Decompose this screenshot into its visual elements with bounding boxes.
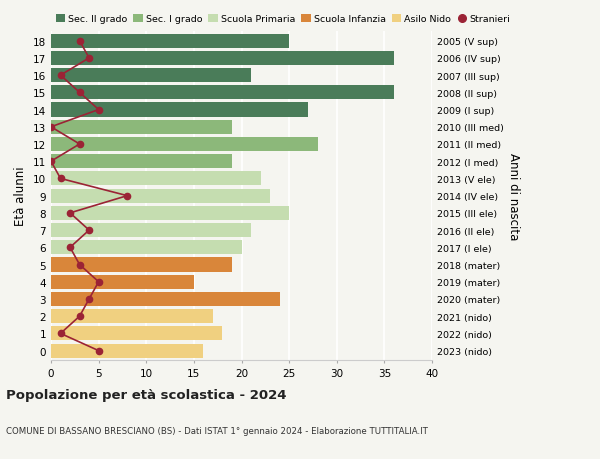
Bar — [51, 275, 194, 289]
Bar — [51, 258, 232, 272]
Bar — [51, 103, 308, 118]
Bar — [51, 292, 280, 306]
Bar — [51, 34, 289, 49]
Bar — [51, 224, 251, 238]
Bar — [51, 172, 260, 186]
Legend: Sec. II grado, Sec. I grado, Scuola Primaria, Scuola Infanzia, Asilo Nido, Stran: Sec. II grado, Sec. I grado, Scuola Prim… — [56, 15, 511, 24]
Bar — [51, 138, 318, 152]
Y-axis label: Anni di nascita: Anni di nascita — [508, 153, 520, 240]
Bar — [51, 327, 223, 341]
Text: Popolazione per età scolastica - 2024: Popolazione per età scolastica - 2024 — [6, 388, 287, 401]
Bar — [51, 86, 394, 100]
Bar — [51, 241, 241, 255]
Bar — [51, 69, 251, 83]
Bar — [51, 52, 394, 66]
Bar — [51, 155, 232, 169]
Y-axis label: Età alunni: Età alunni — [14, 167, 28, 226]
Bar — [51, 189, 270, 203]
Bar — [51, 207, 289, 220]
Bar — [51, 309, 213, 324]
Bar — [51, 344, 203, 358]
Bar — [51, 120, 232, 134]
Text: COMUNE DI BASSANO BRESCIANO (BS) - Dati ISTAT 1° gennaio 2024 - Elaborazione TUT: COMUNE DI BASSANO BRESCIANO (BS) - Dati … — [6, 426, 428, 435]
